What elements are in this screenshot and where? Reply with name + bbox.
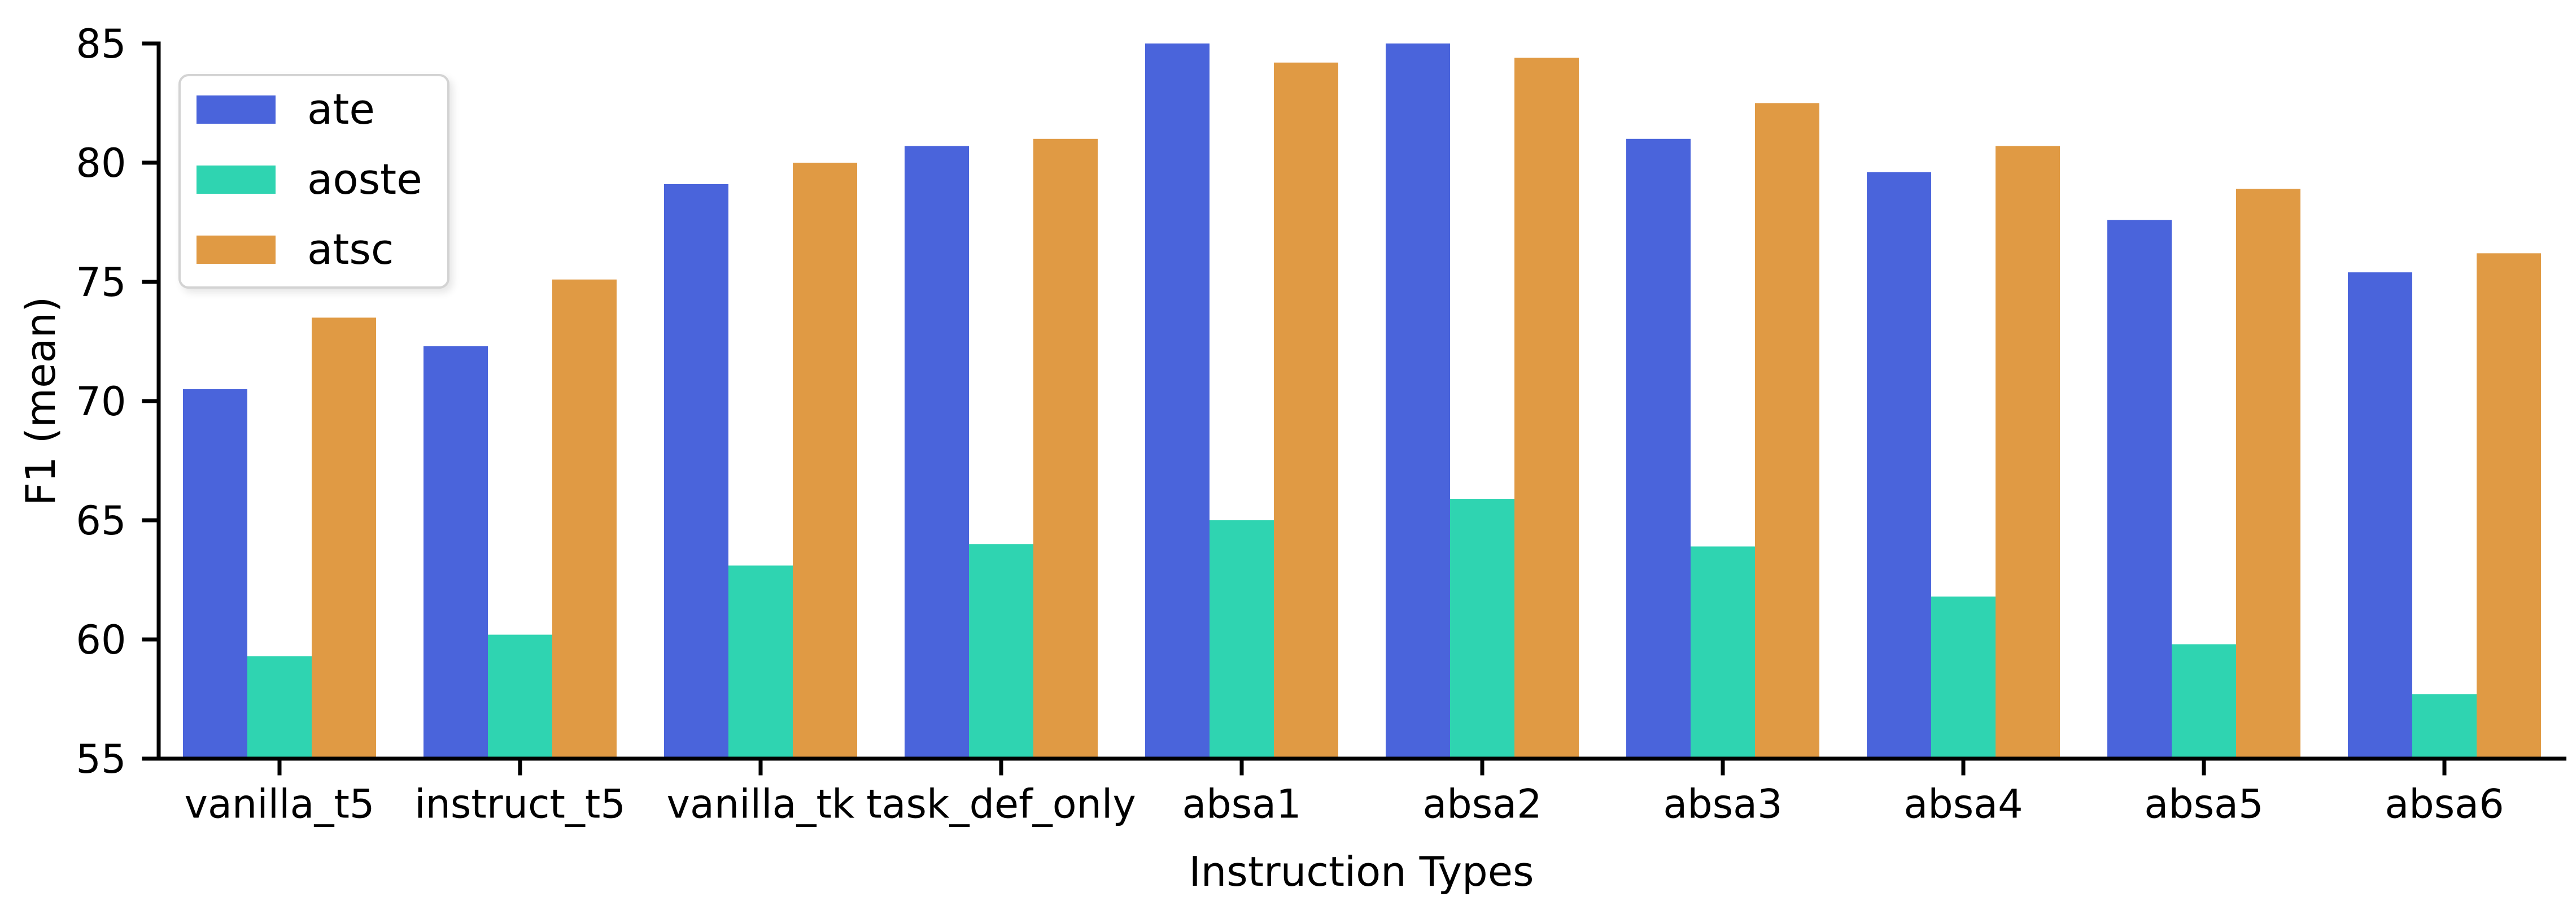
y-tick-label: 75 <box>76 259 126 306</box>
y-tick-label: 85 <box>76 21 126 67</box>
x-tick-label-absa5: absa5 <box>2144 781 2263 828</box>
y-tick <box>142 280 157 284</box>
bar-aoste-absa2 <box>1450 499 1514 759</box>
bar-ate-task_def_only <box>905 146 969 759</box>
x-tick-label-absa2: absa2 <box>1422 781 1542 828</box>
bar-ate-absa1 <box>1145 43 1210 759</box>
bar-ate-absa2 <box>1386 43 1450 759</box>
bar-ate-instruct_t5 <box>423 346 488 759</box>
y-tick-label: 70 <box>76 378 126 425</box>
y-tick-label: 80 <box>76 140 126 186</box>
legend: ate aoste atsc <box>178 74 449 289</box>
x-tick <box>758 760 763 776</box>
x-tick-label-instruct_t5: instruct_t5 <box>414 781 626 828</box>
x-tick <box>999 760 1003 776</box>
x-axis-label: Instruction Types <box>1189 848 1534 895</box>
legend-label-ate: ate <box>307 85 375 134</box>
y-tick <box>142 637 157 642</box>
y-tick <box>142 756 157 761</box>
bar-ate-absa4 <box>1867 172 1931 759</box>
x-tick <box>1239 760 1244 776</box>
y-tick-label: 65 <box>76 498 126 544</box>
bar-atsc-absa3 <box>1755 103 1819 759</box>
legend-swatch-ate <box>197 95 276 124</box>
bar-atsc-absa6 <box>2477 253 2541 759</box>
bar-atsc-absa2 <box>1514 58 1579 759</box>
y-tick <box>142 518 157 523</box>
bar-atsc-absa5 <box>2236 189 2300 759</box>
bar-ate-vanilla_tk <box>664 184 728 759</box>
bar-atsc-vanilla_t5 <box>312 317 376 759</box>
bar-aoste-absa3 <box>1691 546 1755 759</box>
y-axis-label: F1 (mean) <box>17 296 64 506</box>
legend-label-atsc: atsc <box>307 225 394 274</box>
y-tick <box>142 160 157 165</box>
legend-row-ate: ate <box>197 89 422 130</box>
x-tick-label-vanilla_t5: vanilla_t5 <box>185 781 375 828</box>
x-tick <box>518 760 522 776</box>
y-tick <box>142 41 157 46</box>
bar-ate-vanilla_t5 <box>183 389 247 759</box>
bar-ate-absa3 <box>1626 138 1691 759</box>
bar-aoste-vanilla_t5 <box>247 656 312 759</box>
x-tick-label-task_def_only: task_def_only <box>866 781 1136 828</box>
legend-label-aoste: aoste <box>307 155 422 204</box>
legend-swatch-atsc <box>197 236 276 264</box>
bar-aoste-task_def_only <box>969 544 1033 759</box>
x-tick <box>1721 760 1725 776</box>
legend-row-atsc: atsc <box>197 229 422 271</box>
bar-aoste-instruct_t5 <box>488 634 552 759</box>
bar-atsc-task_def_only <box>1033 138 1098 759</box>
bar-ate-absa6 <box>2348 272 2412 759</box>
bar-atsc-absa4 <box>1996 146 2060 759</box>
bar-atsc-absa1 <box>1274 62 1338 759</box>
bar-aoste-absa1 <box>1210 520 1274 759</box>
x-tick-label-vanilla_tk: vanilla_tk <box>667 781 855 828</box>
x-tick <box>2202 760 2206 776</box>
x-tick <box>1961 760 1966 776</box>
legend-row-aoste: aoste <box>197 159 422 201</box>
y-tick <box>142 399 157 403</box>
bar-ate-absa5 <box>2107 220 2172 759</box>
x-tick <box>2442 760 2447 776</box>
y-tick-label: 60 <box>76 617 126 663</box>
bar-aoste-absa4 <box>1931 597 1996 759</box>
x-tick <box>277 760 282 776</box>
legend-swatch-aoste <box>197 166 276 194</box>
x-tick-label-absa1: absa1 <box>1182 781 1301 828</box>
x-tick-label-absa4: absa4 <box>1903 781 2023 828</box>
bar-aoste-absa5 <box>2172 644 2236 759</box>
bar-aoste-absa6 <box>2412 694 2477 759</box>
y-tick-label: 55 <box>76 736 126 782</box>
x-axis-spine <box>156 756 2566 761</box>
bar-atsc-vanilla_tk <box>793 163 857 759</box>
x-tick-label-absa3: absa3 <box>1663 781 1782 828</box>
y-axis-spine <box>156 41 161 761</box>
bar-atsc-instruct_t5 <box>552 279 617 759</box>
x-tick-label-absa6: absa6 <box>2385 781 2504 828</box>
bar-aoste-vanilla_tk <box>728 565 793 759</box>
x-tick <box>1480 760 1485 776</box>
